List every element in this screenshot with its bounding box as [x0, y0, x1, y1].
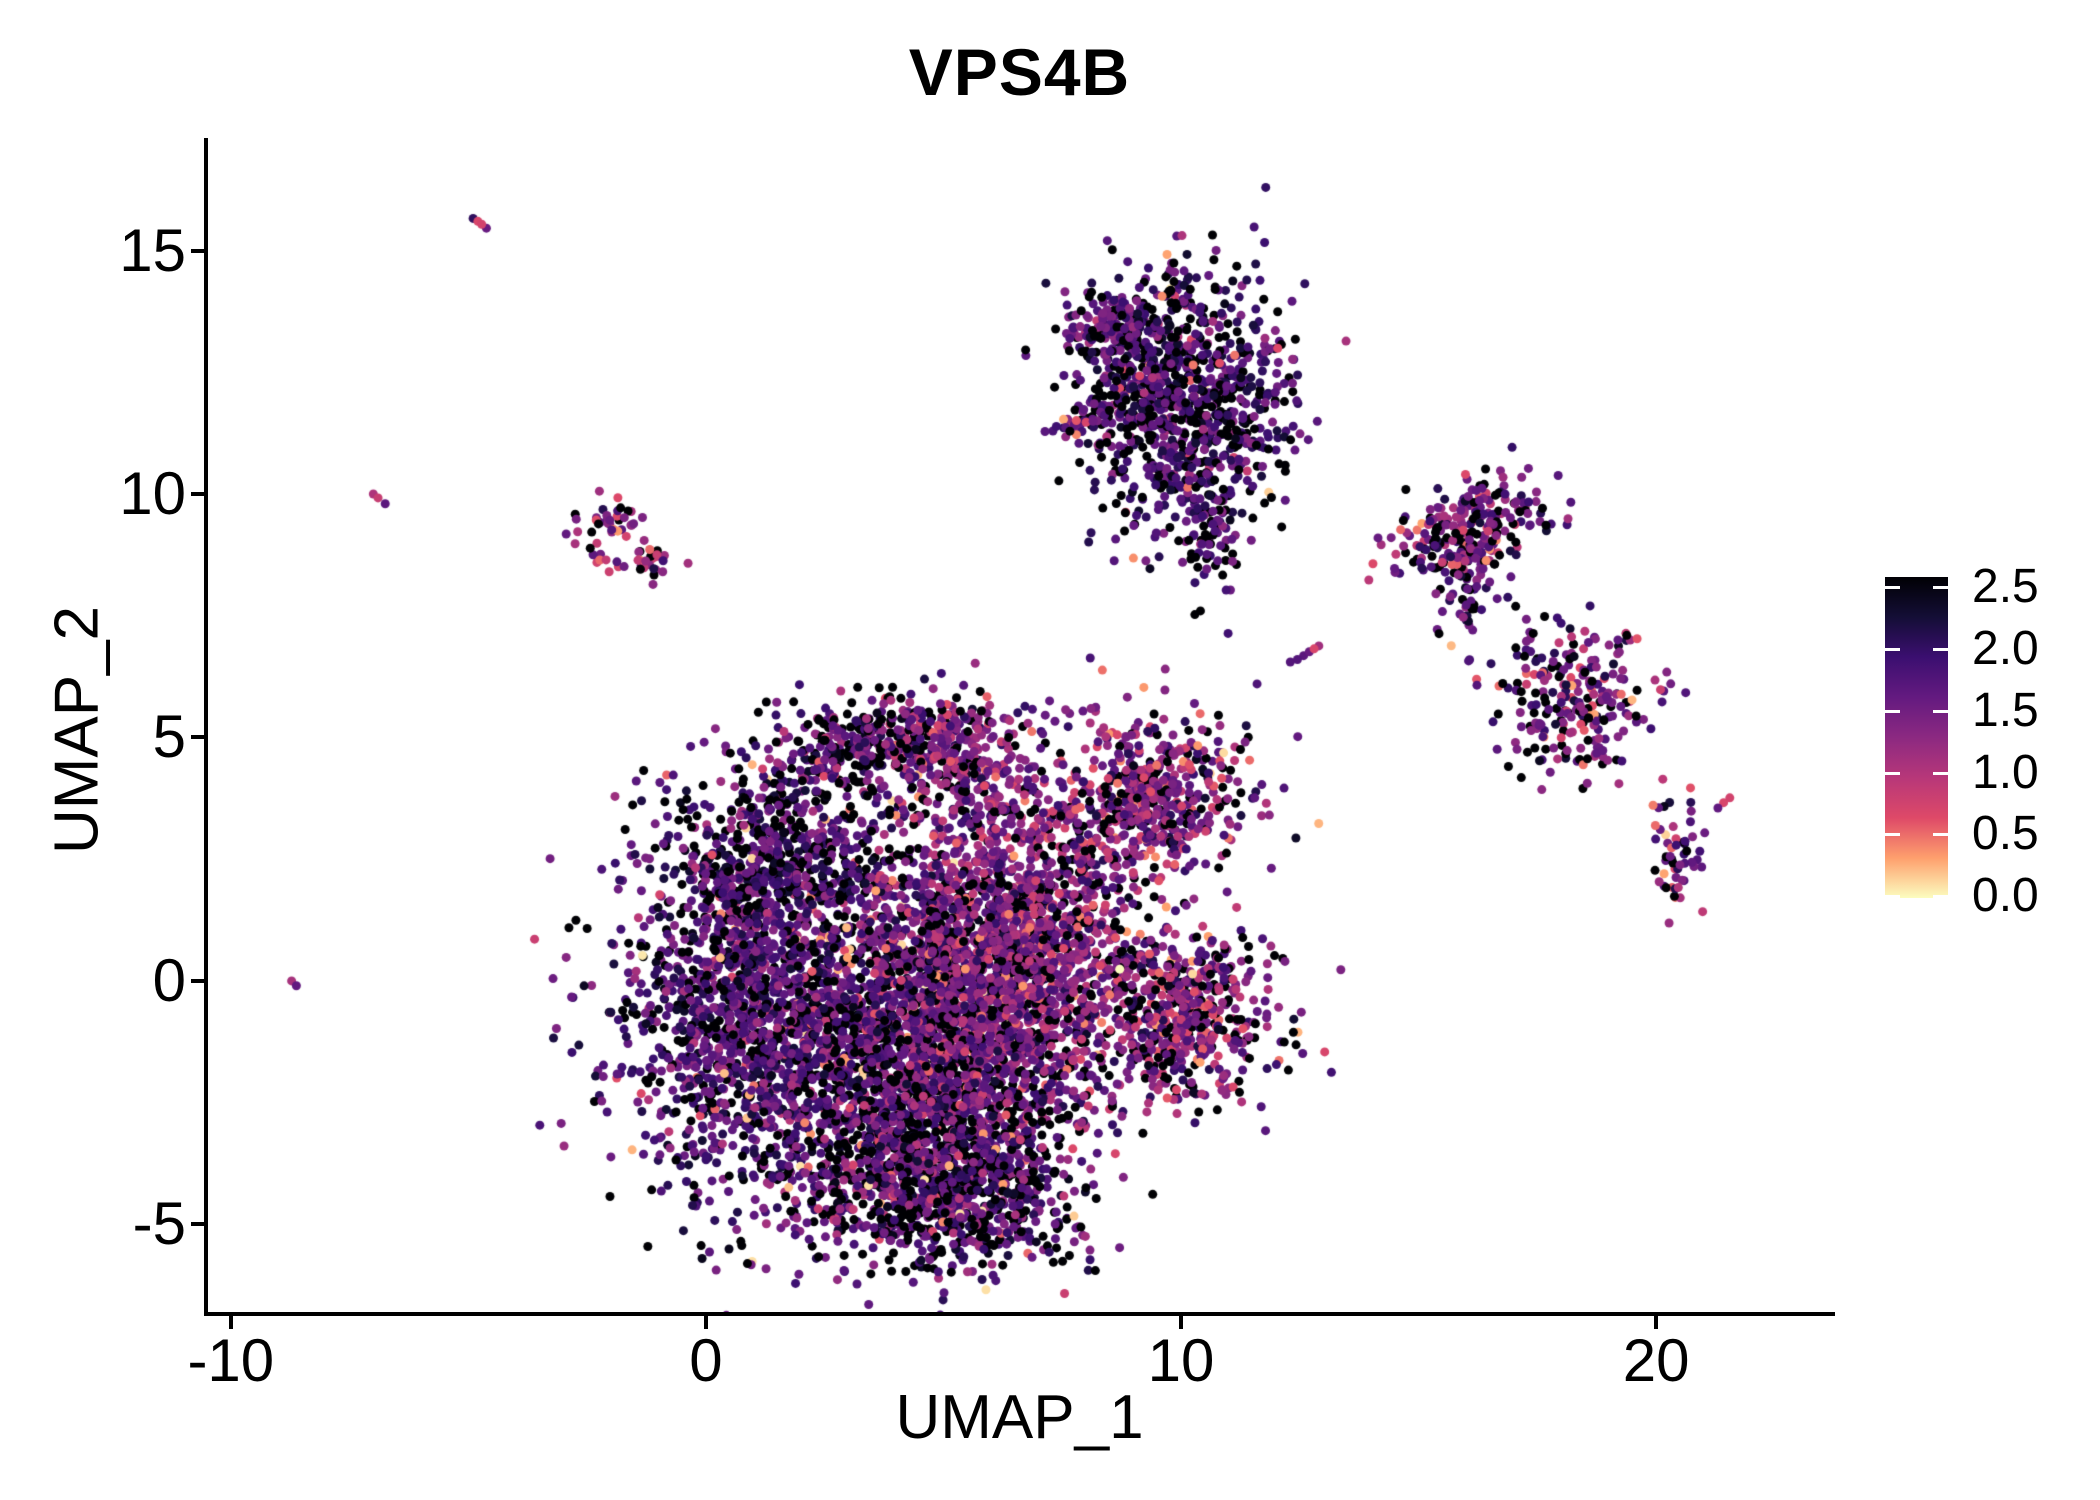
- colorbar-tick-label: 0.0: [1972, 869, 2039, 922]
- x-tick-label: -10: [187, 1327, 275, 1394]
- y-tick-mark: [191, 491, 204, 496]
- colorbar-tick-label: 2.0: [1972, 622, 2039, 675]
- colorbar-tick-mark: [1933, 648, 1948, 651]
- x-tick-label: 20: [1622, 1327, 1690, 1394]
- colorbar-tick-mark: [1933, 833, 1948, 836]
- y-tick-mark: [191, 1222, 204, 1227]
- y-tick-label: 15: [119, 216, 186, 284]
- x-tick-mark: [228, 1316, 233, 1329]
- expression-colorbar: [1885, 577, 1948, 898]
- colorbar-tick-mark: [1885, 586, 1900, 589]
- y-tick-label: 0: [152, 946, 186, 1014]
- plot-panel: [208, 140, 1831, 1312]
- colorbar-tick-label: 1.0: [1972, 746, 2039, 799]
- colorbar-tick-mark: [1885, 895, 1900, 898]
- y-tick-mark: [191, 248, 204, 253]
- x-tick-mark: [1654, 1316, 1659, 1329]
- x-tick-mark: [703, 1316, 708, 1329]
- y-tick-label: -5: [132, 1190, 186, 1258]
- x-tick-label: 0: [689, 1327, 723, 1394]
- colorbar-tick-mark: [1885, 710, 1900, 713]
- colorbar-tick-mark: [1933, 772, 1948, 775]
- colorbar-tick-mark: [1933, 710, 1948, 713]
- umap-scatter-canvas: [208, 140, 1831, 1312]
- y-axis-line: [204, 138, 208, 1316]
- colorbar-tick-mark: [1885, 648, 1900, 651]
- plot-title: VPS4B: [908, 35, 1131, 109]
- x-tick-mark: [1179, 1316, 1184, 1329]
- y-tick-mark: [191, 735, 204, 740]
- y-tick-label: 10: [119, 459, 186, 527]
- y-tick-label: 5: [152, 703, 186, 771]
- y-tick-mark: [191, 978, 204, 983]
- colorbar-tick-mark: [1885, 833, 1900, 836]
- x-tick-label: 10: [1147, 1327, 1215, 1394]
- colorbar-tick-mark: [1933, 895, 1948, 898]
- x-axis-line: [204, 1312, 1835, 1316]
- colorbar-tick-mark: [1885, 772, 1900, 775]
- x-axis-title: UMAP_1: [895, 1383, 1144, 1452]
- colorbar-tick-label: 1.5: [1972, 684, 2039, 737]
- colorbar-tick-mark: [1933, 586, 1948, 589]
- colorbar-tick-label: 0.5: [1972, 807, 2039, 860]
- colorbar-tick-label: 2.5: [1972, 560, 2039, 613]
